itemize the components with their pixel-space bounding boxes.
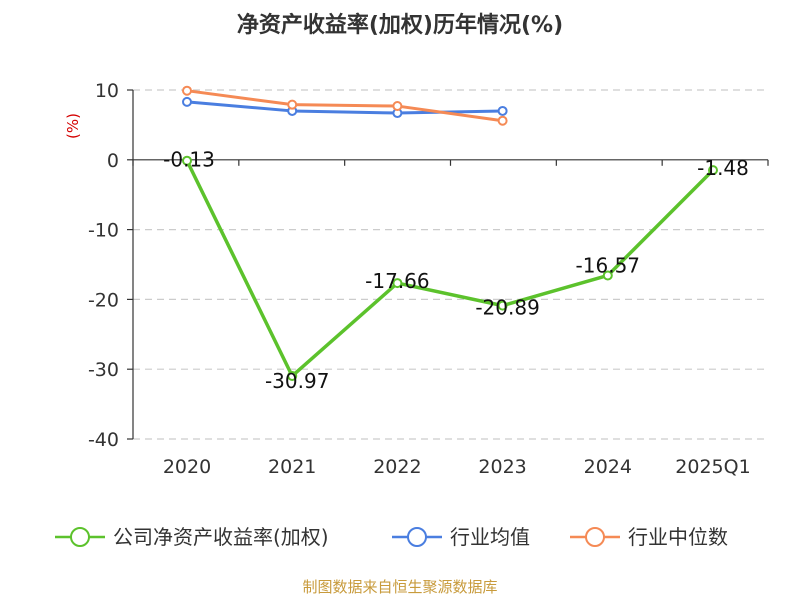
axes: 10 0 -10 -20 -30 -40 2020 2021 2022 2023 2024 2025Q… [88, 80, 769, 478]
legend-swatch-marker [70, 527, 90, 547]
data-point [497, 300, 508, 311]
data-point [287, 370, 298, 381]
chart-title: 净资产收益率(加权)历年情况(%) [237, 12, 563, 38]
data-point [392, 101, 403, 112]
series-line [185, 159, 715, 378]
data-point [392, 278, 403, 289]
source-note: 制图数据来自恒生聚源数据库 [302, 578, 497, 596]
legend-swatch-marker [585, 527, 605, 547]
data-label: -30.97 [265, 369, 329, 393]
x-tick-label: 2021 [268, 456, 316, 478]
series-line [186, 89, 503, 123]
y-tick-label: -20 [88, 289, 119, 311]
x-tick-label: 2022 [373, 456, 421, 478]
series-line [186, 100, 503, 115]
data-point [708, 165, 718, 176]
y-tick-label: -10 [88, 220, 119, 242]
legend-swatch-marker [407, 527, 427, 547]
x-tick-label: 2020 [163, 456, 211, 478]
legend-label: 行业中位数 [628, 525, 728, 549]
data-point [182, 85, 192, 96]
data-label: -1.48 [697, 156, 749, 180]
data-labels: -0.13 -30.97 -17.66 -20.89 -16.57 -1.48 [163, 148, 749, 393]
data-point [182, 155, 192, 166]
data-label: -0.13 [163, 148, 215, 172]
y-tick-label: -30 [88, 359, 119, 381]
data-label: -17.66 [365, 269, 429, 293]
x-tick-label: 2024 [584, 456, 632, 478]
y-tick-label: -40 [88, 429, 119, 451]
data-label: -16.57 [576, 253, 640, 277]
data-point [287, 99, 298, 110]
legend-label: 行业均值 [450, 525, 530, 549]
data-point [182, 96, 192, 107]
legend-label: 公司净资产收益率(加权) [113, 525, 329, 549]
legend: 公司净资产收益率(加权) 行业均值 行业中位数 [55, 525, 728, 549]
data-point [602, 270, 613, 281]
y-axis-label: (%) [64, 113, 82, 139]
data-label: -20.89 [475, 296, 539, 320]
gridlines [133, 89, 768, 440]
y-tick-label: 0 [107, 150, 119, 172]
x-tick-label: 2023 [478, 456, 526, 478]
data-point [497, 115, 508, 126]
x-tick-label: 2025Q1 [675, 456, 750, 478]
y-tick-label: 10 [95, 80, 119, 102]
series-lines [182, 85, 718, 381]
data-point [497, 105, 508, 116]
